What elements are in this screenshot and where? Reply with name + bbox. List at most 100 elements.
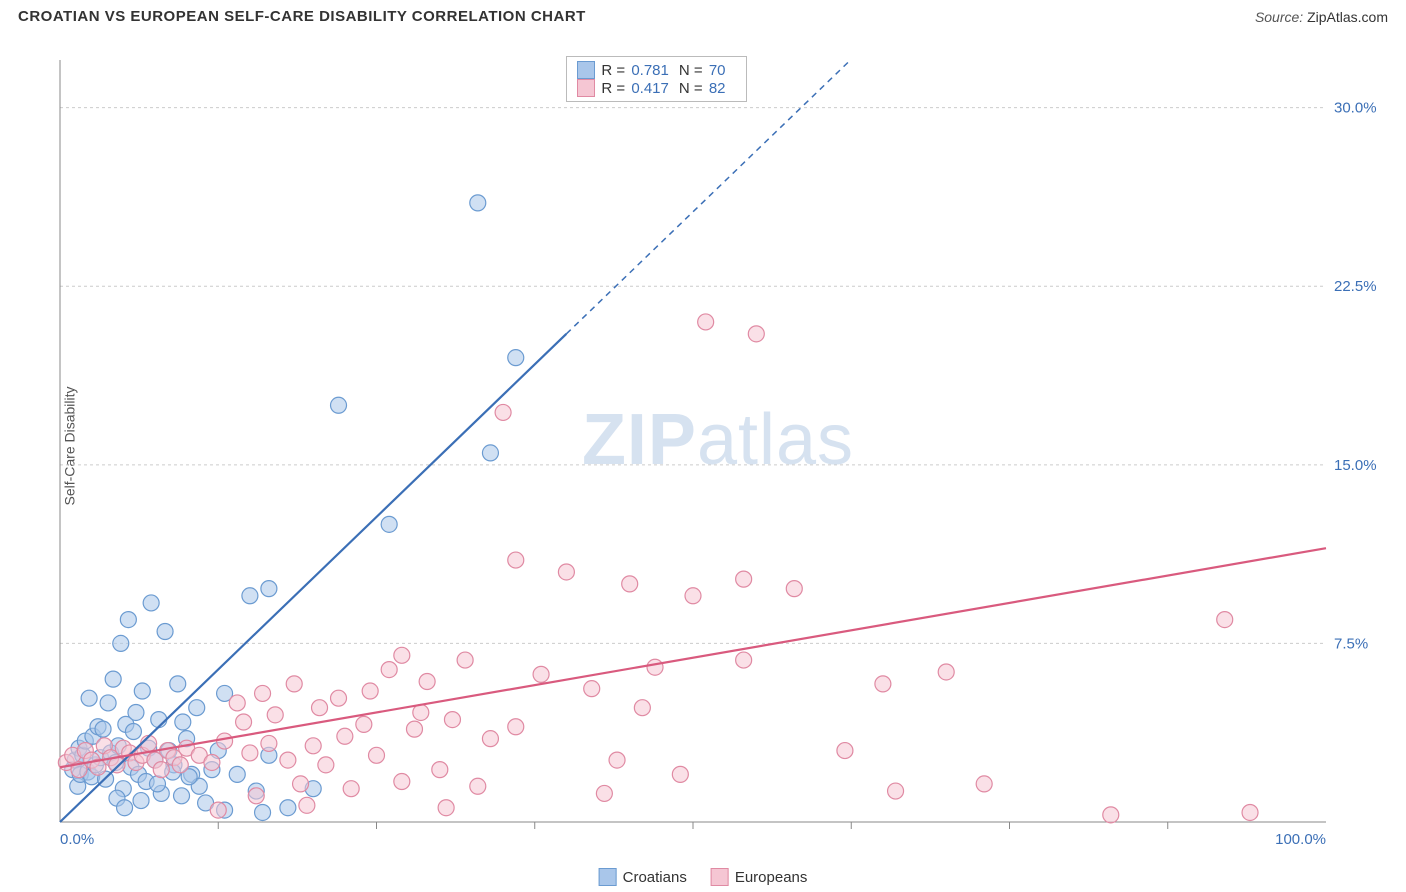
data-point xyxy=(174,788,190,804)
data-point xyxy=(280,800,296,816)
data-point xyxy=(584,681,600,697)
data-point xyxy=(685,588,701,604)
data-point xyxy=(438,800,454,816)
data-point xyxy=(105,671,121,687)
data-point xyxy=(343,781,359,797)
plot-area: ZIPatlas 7.5%15.0%22.5%30.0%0.0%100.0% R… xyxy=(50,50,1386,862)
data-point xyxy=(286,676,302,692)
data-point xyxy=(596,785,612,801)
data-point xyxy=(81,690,97,706)
legend-text: R = 0.417N = 82 xyxy=(601,80,735,97)
data-point xyxy=(175,714,191,730)
data-point xyxy=(394,774,410,790)
data-point xyxy=(293,776,309,792)
data-point xyxy=(255,804,271,820)
svg-text:15.0%: 15.0% xyxy=(1334,457,1377,474)
data-point xyxy=(204,754,220,770)
data-point xyxy=(117,800,133,816)
data-point xyxy=(331,397,347,413)
series-legend: Croatians Europeans xyxy=(599,868,808,886)
legend-swatch xyxy=(599,868,617,886)
data-point xyxy=(622,576,638,592)
svg-text:7.5%: 7.5% xyxy=(1334,635,1368,652)
data-point xyxy=(189,700,205,716)
legend-item: Croatians xyxy=(599,868,687,886)
data-point xyxy=(172,757,188,773)
data-point xyxy=(609,752,625,768)
legend-swatch xyxy=(577,61,595,79)
data-point xyxy=(255,685,271,701)
data-point xyxy=(267,707,283,723)
regression-line xyxy=(60,548,1326,767)
data-point xyxy=(242,588,258,604)
data-point xyxy=(558,564,574,580)
legend-item: Europeans xyxy=(711,868,808,886)
data-point xyxy=(508,719,524,735)
data-point xyxy=(672,766,688,782)
source-value: ZipAtlas.com xyxy=(1307,9,1388,25)
data-point xyxy=(976,776,992,792)
legend-label: Europeans xyxy=(735,869,808,886)
data-point xyxy=(331,690,347,706)
scatter-plot: 7.5% 15.0% 22.5% 30.0% 0.0% 100.0% xyxy=(50,50,1386,862)
data-point xyxy=(299,797,315,813)
data-point xyxy=(736,571,752,587)
data-point xyxy=(875,676,891,692)
data-point xyxy=(153,762,169,778)
data-point xyxy=(113,635,129,651)
legend-swatch xyxy=(577,79,595,97)
data-point xyxy=(151,712,167,728)
data-point xyxy=(495,404,511,420)
legend-row: R = 0.417N = 82 xyxy=(577,79,735,97)
source: Source: ZipAtlas.com xyxy=(1255,9,1388,25)
legend-swatch xyxy=(711,868,729,886)
data-point xyxy=(533,666,549,682)
data-point xyxy=(369,747,385,763)
data-point xyxy=(508,350,524,366)
svg-text:22.5%: 22.5% xyxy=(1334,278,1377,295)
data-point xyxy=(394,647,410,663)
svg-text:30.0%: 30.0% xyxy=(1334,100,1377,117)
data-point xyxy=(470,778,486,794)
data-point xyxy=(149,776,165,792)
data-point xyxy=(280,752,296,768)
data-point xyxy=(318,757,334,773)
correlation-legend: R = 0.781N = 70R = 0.417N = 82 xyxy=(566,56,746,102)
data-point xyxy=(1103,807,1119,823)
data-point xyxy=(698,314,714,330)
data-point xyxy=(482,445,498,461)
data-point xyxy=(736,652,752,668)
data-point xyxy=(419,674,435,690)
data-point xyxy=(95,721,111,737)
data-point xyxy=(444,712,460,728)
chart-container: CROATIAN VS EUROPEAN SELF-CARE DISABILIT… xyxy=(0,0,1406,892)
data-point xyxy=(432,762,448,778)
data-point xyxy=(312,700,328,716)
legend-row: R = 0.781N = 70 xyxy=(577,61,735,79)
data-point xyxy=(128,704,144,720)
data-point xyxy=(406,721,422,737)
data-point xyxy=(100,695,116,711)
data-point xyxy=(1242,804,1258,820)
data-point xyxy=(261,735,277,751)
legend-label: Croatians xyxy=(623,869,687,886)
legend-text: R = 0.781N = 70 xyxy=(601,62,735,79)
chart-title: CROATIAN VS EUROPEAN SELF-CARE DISABILIT… xyxy=(18,8,586,25)
data-point xyxy=(229,695,245,711)
data-point xyxy=(248,788,264,804)
svg-text:0.0%: 0.0% xyxy=(60,831,94,848)
data-point xyxy=(170,676,186,692)
data-point xyxy=(356,716,372,732)
data-point xyxy=(938,664,954,680)
data-point xyxy=(157,624,173,640)
data-point xyxy=(457,652,473,668)
svg-text:100.0%: 100.0% xyxy=(1275,831,1326,848)
data-point xyxy=(362,683,378,699)
data-point xyxy=(217,733,233,749)
data-point xyxy=(143,595,159,611)
data-point xyxy=(837,743,853,759)
data-point xyxy=(133,793,149,809)
source-label: Source: xyxy=(1255,9,1303,25)
data-point xyxy=(120,612,136,628)
data-point xyxy=(125,724,141,740)
